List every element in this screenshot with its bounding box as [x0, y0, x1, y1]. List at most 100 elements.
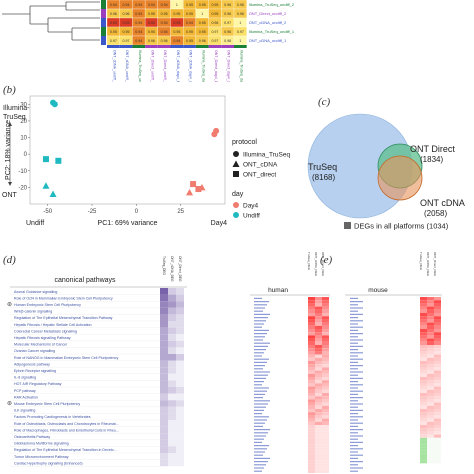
pathway-name: Role of Osteoblasts, Osteoclasts and Cho…: [14, 422, 119, 426]
human-heatmap-cell: [308, 393, 315, 397]
pathway-cell: [168, 400, 176, 407]
pathway-cell: [160, 367, 168, 374]
heatmap-cell-value: 0.95: [161, 12, 168, 16]
pathway-name: Colorectal Cancer Metastasis signalling: [14, 329, 77, 333]
human-heatmap-cell: [308, 466, 315, 470]
human-heatmap-cell: [322, 469, 329, 473]
human-gene-label: [254, 329, 269, 331]
human-heatmap-cell: [308, 300, 315, 304]
pathway-cell: [160, 393, 168, 401]
human-heatmap-cell: [322, 351, 329, 355]
human-gene-label: [254, 349, 266, 351]
mouse-heatmap-cell: [420, 466, 427, 470]
human-heatmap-cell: [322, 364, 329, 368]
mouse-heatmap-cell: [420, 361, 427, 365]
mouse-heatmap-cell: [434, 453, 441, 457]
mouse-heatmap-cell: [420, 373, 427, 377]
data-point: [51, 101, 58, 108]
human-gene-label: [254, 313, 270, 315]
col-color-bar: [208, 45, 222, 48]
mouse-heatmap-cell: [420, 428, 427, 432]
mouse-heatmap-cell: [434, 428, 441, 432]
human-heatmap-cell: [308, 325, 315, 329]
pathway-name: RAR Activation: [14, 395, 38, 399]
human-heatmap-cell: [308, 335, 315, 339]
pathway-name: Molecular Mechanisms of Cancer: [14, 343, 68, 347]
mouse-heatmap-cell: [427, 431, 434, 435]
pathway-cell: [176, 314, 184, 321]
legend-protocol-title: protocol: [232, 139, 257, 146]
human-heatmap-cell: [322, 444, 329, 448]
mouse-heatmap-cell: [434, 345, 441, 349]
col-color-bar: [107, 45, 120, 48]
pathway-cell: [168, 380, 176, 387]
human-gene-label: [254, 393, 265, 395]
human-gene-label: [254, 361, 267, 363]
pathway-cell: [168, 446, 176, 453]
mouse-heatmap-cell: [434, 418, 441, 422]
mouse-heatmap-cell: [427, 306, 434, 310]
human-heatmap-cell: [308, 431, 315, 435]
human-heatmap-cell: [308, 341, 315, 345]
mouse-gene-label: [350, 320, 363, 322]
pathway-cell: [176, 301, 184, 308]
human-gene-label: [254, 374, 268, 376]
human-heatmap-cell: [308, 383, 315, 387]
legend-text: DEGs in all platforms (1034): [354, 222, 449, 231]
mouse-heatmap-cell: [434, 441, 441, 445]
human-heatmap-cell: [308, 418, 315, 422]
pathway-cell: [160, 340, 168, 348]
data-point: [49, 190, 57, 198]
mouse-heatmap-cell: [427, 367, 434, 371]
mouse-gene-label: [350, 361, 358, 363]
human-heatmap-cell: [315, 373, 322, 377]
human-heatmap-cell: [308, 469, 315, 473]
pathway-cell: [160, 433, 168, 440]
heatmap-cell-value: 0.97: [211, 30, 218, 34]
mouse-heatmap-cell: [427, 322, 434, 326]
human-col-label: ONT_cDNA_DEG: [314, 252, 318, 277]
pathway-cell: [168, 347, 176, 354]
heatmap-cell-value: 0.93: [110, 21, 117, 25]
mouse-heatmap-cell: [427, 418, 434, 422]
row-color-bar: [101, 36, 106, 45]
correlation-heatmap: 0.94 0.94 0.94 0.94 0.94 1 0.95 0.95 0.95 0.96 0.9…: [2, 0, 295, 82]
heatmap-cell-value: 0.93: [123, 21, 130, 25]
col-label: Illumina_TruSeq_day4_1: [201, 50, 205, 82]
heatmap-cell-value: 0.96: [224, 12, 231, 16]
human-heatmap-cell: [322, 373, 329, 377]
heatmap-cell-value: 0.96: [161, 39, 168, 43]
col-label: ONT_cDNA_day4_2: [189, 50, 193, 82]
human-heatmap-cell: [308, 389, 315, 393]
panel-c: (c) TruSeq (8168) ONT Direct (1834) ONT cDNA…: [300, 84, 474, 254]
human-gene-label: [254, 381, 264, 383]
mouse-heatmap-cell: [427, 389, 434, 393]
pathway-cell: [160, 373, 168, 381]
mouse-heatmap-cell: [434, 409, 441, 413]
human-heatmap-cell: [308, 425, 315, 429]
mouse-gene-label: [350, 301, 363, 303]
mouse-heatmap-cell: [427, 447, 434, 451]
pathway-cell: [168, 334, 176, 341]
col-label: ONT_Direct_undiff_1: [150, 50, 154, 82]
human-gene-label: [254, 320, 266, 322]
mouse-heatmap-cell: [420, 396, 427, 400]
pathway-cell: [168, 367, 176, 374]
pathway-cell: [160, 420, 168, 427]
legend-day-symbol: [233, 202, 239, 208]
pathway-cell: [168, 439, 176, 447]
mouse-gene-label: [350, 409, 363, 411]
mouse-heatmap-cell: [434, 303, 441, 307]
mouse-heatmap-cell: [420, 418, 427, 422]
pathway-cell: [168, 314, 176, 321]
human-heatmap-cell: [308, 348, 315, 352]
human-heatmap-cell: [322, 335, 329, 339]
mouse-heatmap-cell: [434, 332, 441, 336]
human-heatmap-cell: [322, 380, 329, 384]
human-heatmap-cell: [315, 434, 322, 438]
mouse-heatmap-cell: [427, 393, 434, 397]
panel-b-label: (b): [3, 84, 16, 96]
mouse-heatmap-cell: [420, 370, 427, 374]
mouse-heatmap-cell: [427, 357, 434, 361]
mouse-heatmap-cell: [427, 402, 434, 406]
